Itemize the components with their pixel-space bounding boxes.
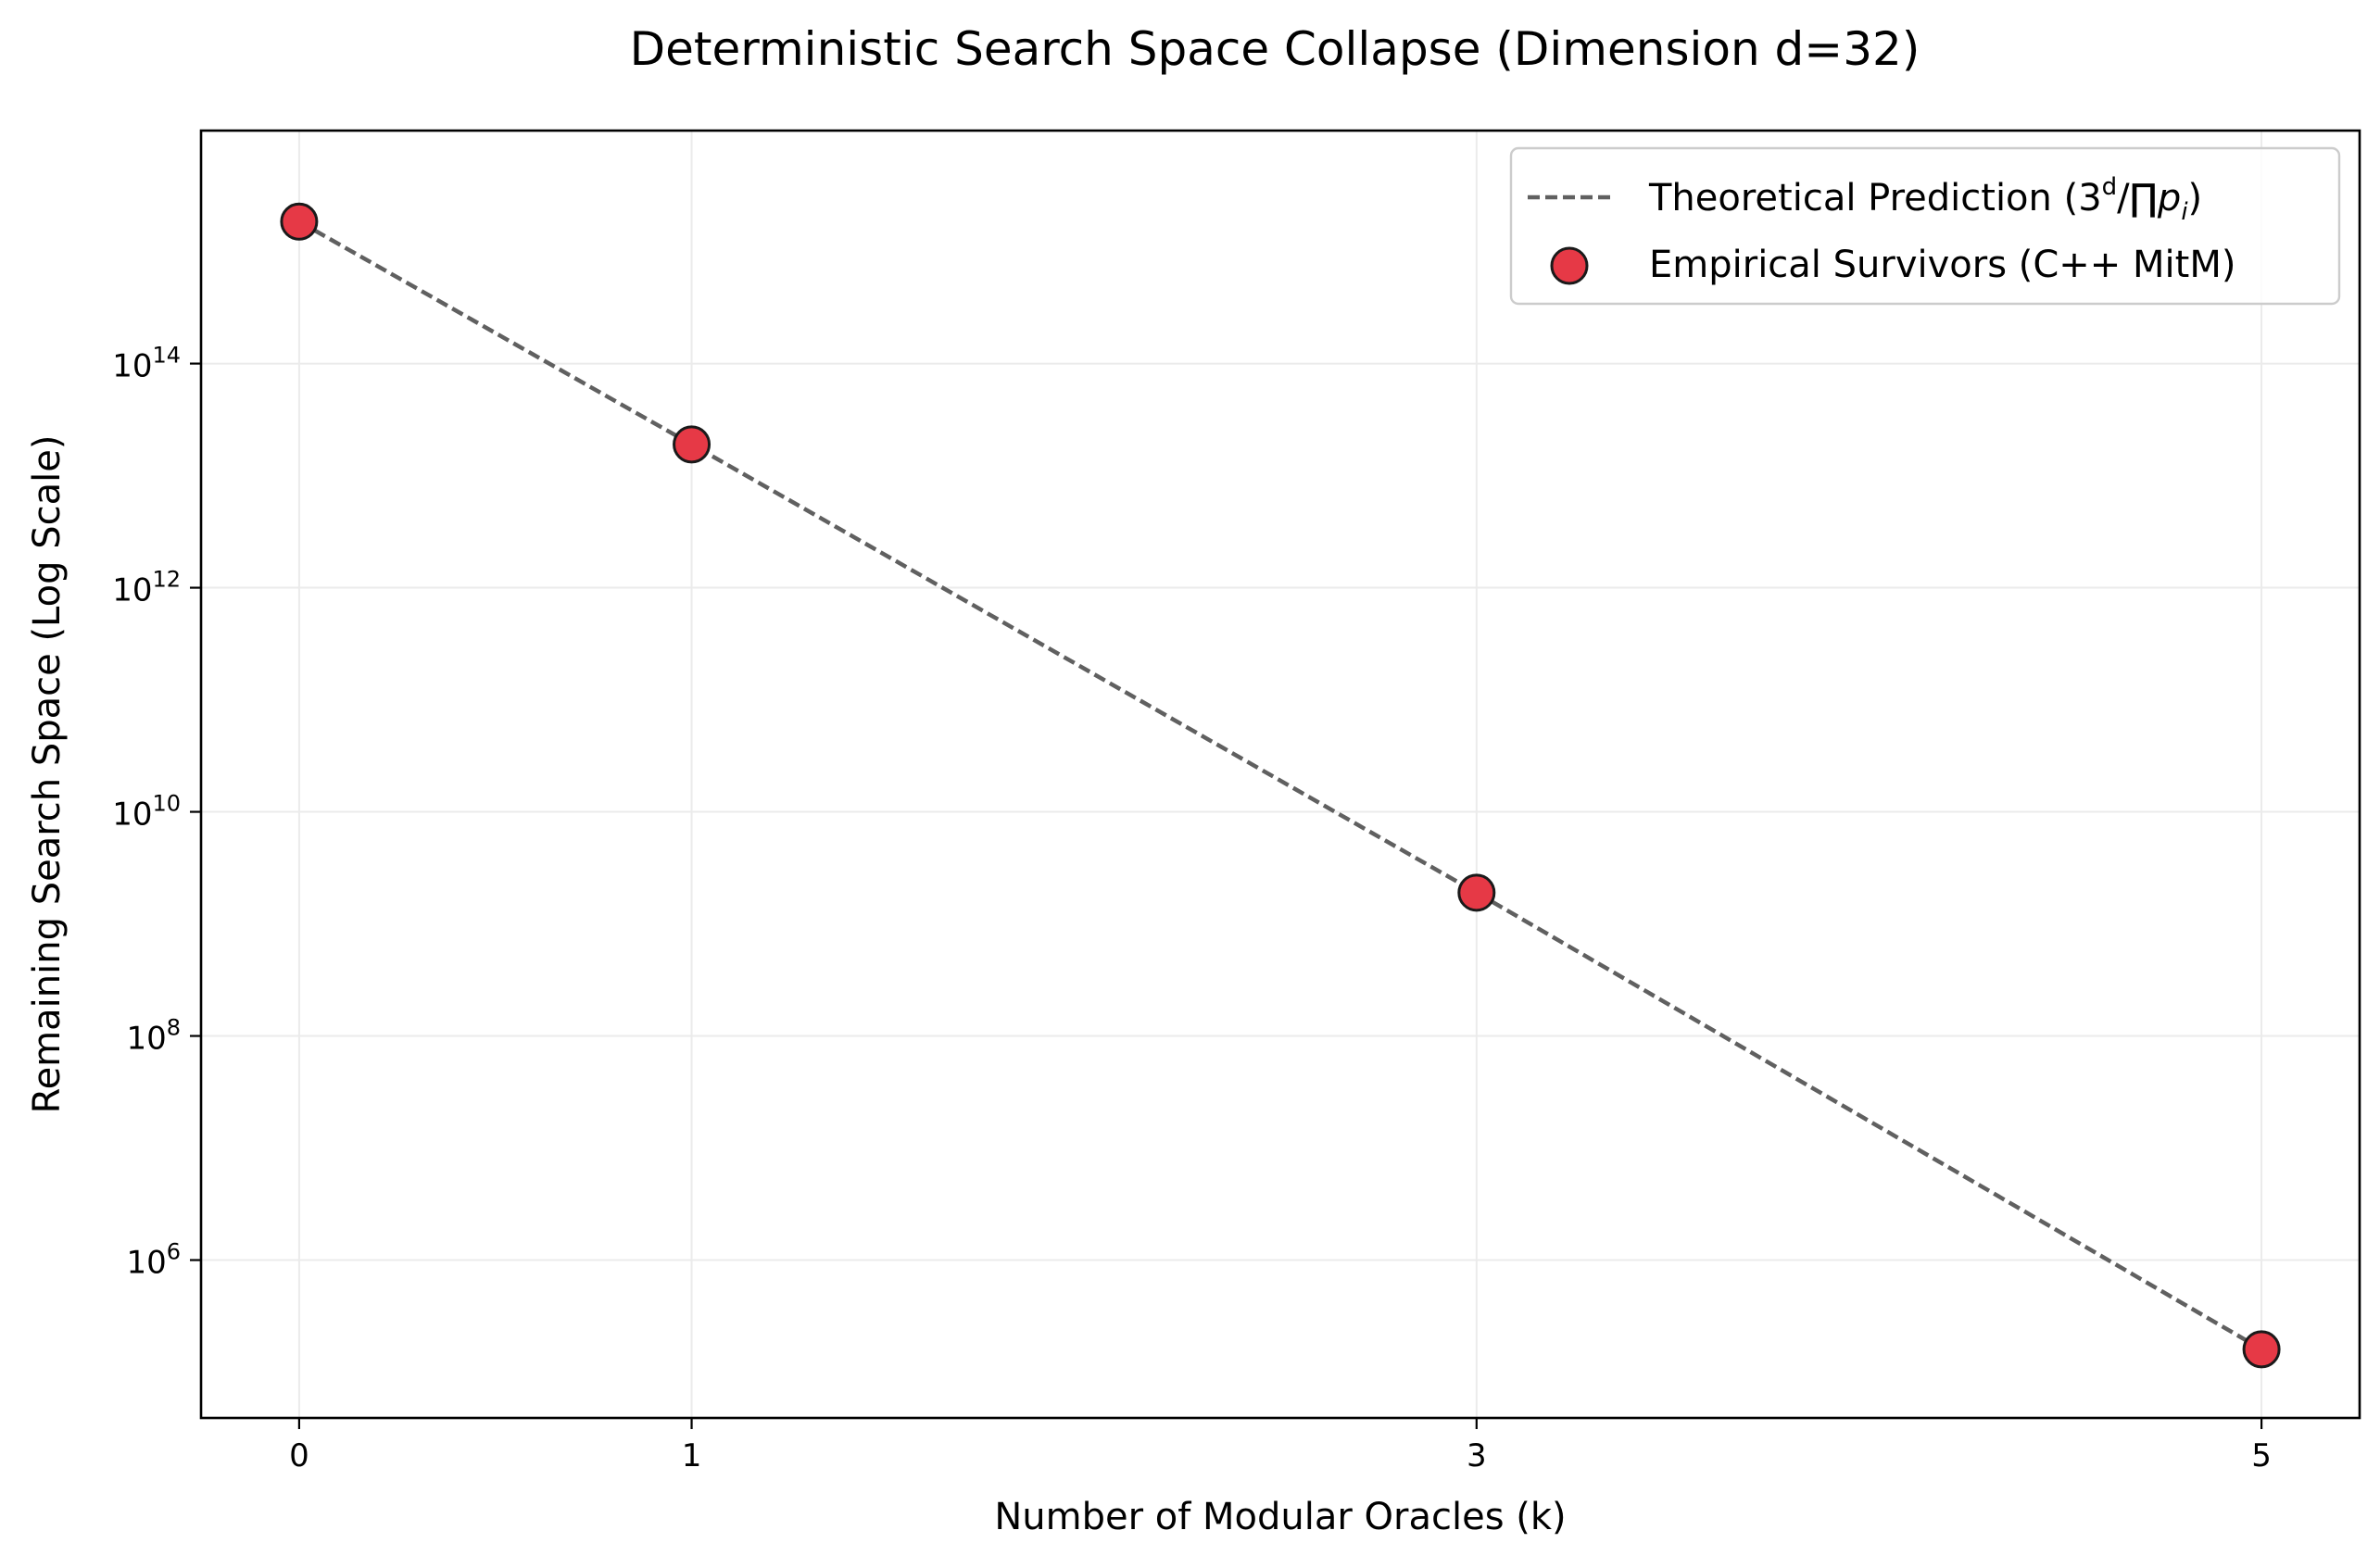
y-tick-label: 1010 bbox=[112, 791, 181, 834]
empirical-survivor-point bbox=[673, 425, 711, 464]
legend-marker-swatch bbox=[1550, 246, 1589, 285]
x-axis-label: Number of Modular Oracles (k) bbox=[994, 1496, 1566, 1538]
plot-frame bbox=[199, 129, 2361, 1420]
empirical-survivor-point bbox=[280, 202, 319, 241]
legend: Theoretical Prediction (3d/∏pi) Empirica… bbox=[1509, 146, 2341, 306]
empirical-survivor-point bbox=[2242, 1330, 2281, 1369]
x-tick-label: 1 bbox=[682, 1437, 702, 1474]
theoretical-prediction-line bbox=[297, 220, 2263, 1351]
legend-label-empirical: Empirical Survivors (C++ MitM) bbox=[1649, 244, 2235, 286]
x-tick-label: 5 bbox=[2251, 1437, 2272, 1474]
axis-layer: 0 1 3 5 106 108 1010 1012 1014 bbox=[112, 343, 2272, 1474]
y-axis-label: Remaining Search Space (Log Scale) bbox=[26, 435, 69, 1114]
y-tick-label: 1014 bbox=[112, 343, 181, 385]
grid-layer bbox=[201, 131, 2360, 1418]
legend-label-theoretical: Theoretical Prediction (3d/∏pi) bbox=[1648, 173, 2202, 226]
y-tick-label: 106 bbox=[126, 1239, 181, 1282]
chart-title: Deterministic Search Space Collapse (Dim… bbox=[630, 22, 1920, 76]
series-layer bbox=[280, 202, 2281, 1369]
legend-box bbox=[1509, 146, 2341, 306]
x-tick-label: 0 bbox=[289, 1437, 309, 1474]
y-tick-label: 108 bbox=[126, 1015, 181, 1058]
empirical-survivor-point bbox=[1457, 873, 1496, 912]
x-tick-label: 3 bbox=[1467, 1437, 1487, 1474]
y-tick-label: 1012 bbox=[112, 567, 181, 609]
